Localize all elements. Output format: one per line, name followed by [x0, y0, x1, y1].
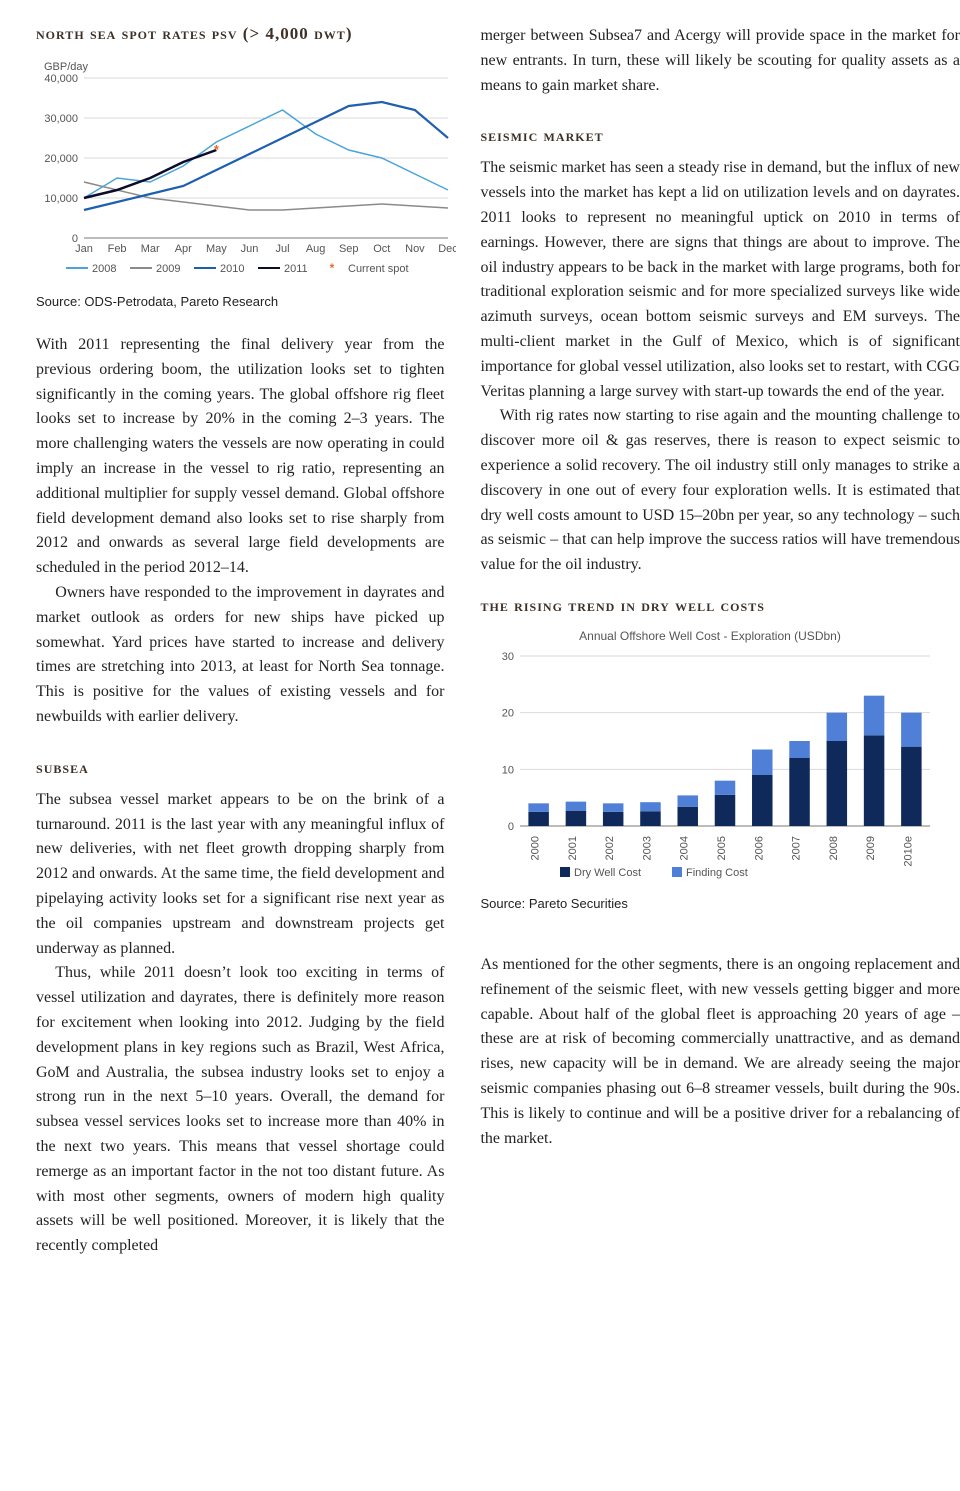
svg-text:Annual Offshore Well Cost - Ex: Annual Offshore Well Cost - Exploration …: [580, 629, 842, 643]
svg-text:20: 20: [502, 708, 514, 720]
svg-text:2009: 2009: [156, 263, 180, 275]
svg-text:GBP/day: GBP/day: [44, 61, 89, 73]
svg-text:10: 10: [502, 764, 514, 776]
svg-text:2002: 2002: [605, 836, 617, 860]
right-p-bottom: As mentioned for the other segments, the…: [480, 953, 960, 1151]
svg-text:Dec: Dec: [438, 243, 456, 255]
svg-text:20,000: 20,000: [44, 153, 78, 165]
svg-text:2008: 2008: [92, 263, 116, 275]
svg-text:May: May: [206, 243, 227, 255]
svg-text:Apr: Apr: [175, 243, 192, 255]
chart2-source: Source: Pareto Securities: [480, 896, 960, 911]
svg-text:40,000: 40,000: [44, 73, 78, 85]
svg-text:2011: 2011: [284, 263, 308, 275]
left-p2: Owners have responded to the improvement…: [36, 581, 444, 730]
svg-text:Jul: Jul: [276, 243, 290, 255]
svg-text:2001: 2001: [567, 836, 579, 860]
svg-text:Dry Well Cost: Dry Well Cost: [574, 867, 641, 879]
svg-text:Jun: Jun: [241, 243, 259, 255]
svg-text:Finding Cost: Finding Cost: [686, 867, 748, 879]
svg-text:Jan: Jan: [75, 243, 93, 255]
subsea-heading: subsea: [36, 758, 444, 778]
svg-text:Mar: Mar: [141, 243, 160, 255]
svg-text:Nov: Nov: [405, 243, 425, 255]
subsea-p1: The subsea vessel market appears to be o…: [36, 788, 444, 962]
svg-text:2006: 2006: [754, 836, 766, 860]
svg-text:2004: 2004: [679, 836, 691, 860]
svg-text:Sep: Sep: [339, 243, 359, 255]
svg-text:2008: 2008: [828, 836, 840, 860]
svg-text:2009: 2009: [866, 836, 878, 860]
subsea-p2: Thus, while 2011 doesn’t look too exciti…: [36, 961, 444, 1259]
svg-text:2007: 2007: [791, 836, 803, 860]
svg-text:*: *: [330, 261, 335, 275]
chart2-heading: the rising trend in dry well costs: [480, 596, 960, 616]
seismic-heading: seismic market: [480, 126, 960, 146]
right-column: merger between Subsea7 and Acergy will p…: [480, 24, 960, 1259]
chart1-source: Source: ODS-Petrodata, Pareto Research: [36, 294, 444, 309]
svg-text:Feb: Feb: [108, 243, 127, 255]
svg-text:Aug: Aug: [306, 243, 326, 255]
svg-text:Current spot: Current spot: [348, 263, 409, 275]
page: north sea spot rates psv (> 4,000 dwt) G…: [0, 0, 960, 1299]
seismic-p1: The seismic market has seen a steady ris…: [480, 156, 960, 404]
svg-text:2000: 2000: [530, 836, 542, 860]
line-chart-svg: GBP/day010,00020,00030,00040,000JanFebMa…: [36, 54, 456, 284]
svg-text:2010: 2010: [220, 263, 244, 275]
left-p1: With 2011 representing the final deliver…: [36, 333, 444, 581]
left-column: north sea spot rates psv (> 4,000 dwt) G…: [36, 24, 444, 1259]
svg-text:2005: 2005: [716, 836, 728, 860]
svg-text:2010e: 2010e: [903, 836, 915, 867]
seismic-p2: With rig rates now starting to rise agai…: [480, 404, 960, 578]
chart2: Annual Offshore Well Cost - Exploration …: [480, 626, 960, 886]
bar-chart-svg: Annual Offshore Well Cost - Exploration …: [480, 626, 940, 886]
svg-text:30,000: 30,000: [44, 113, 78, 125]
chart1: GBP/day010,00020,00030,00040,000JanFebMa…: [36, 54, 444, 284]
svg-text:10,000: 10,000: [44, 193, 78, 205]
chart1-heading: north sea spot rates psv (> 4,000 dwt): [36, 24, 444, 44]
svg-text:0: 0: [508, 821, 514, 833]
svg-text:Oct: Oct: [373, 243, 390, 255]
right-p-top: merger between Subsea7 and Acergy will p…: [480, 24, 960, 98]
svg-text:2003: 2003: [642, 836, 654, 860]
svg-text:30: 30: [502, 651, 514, 663]
